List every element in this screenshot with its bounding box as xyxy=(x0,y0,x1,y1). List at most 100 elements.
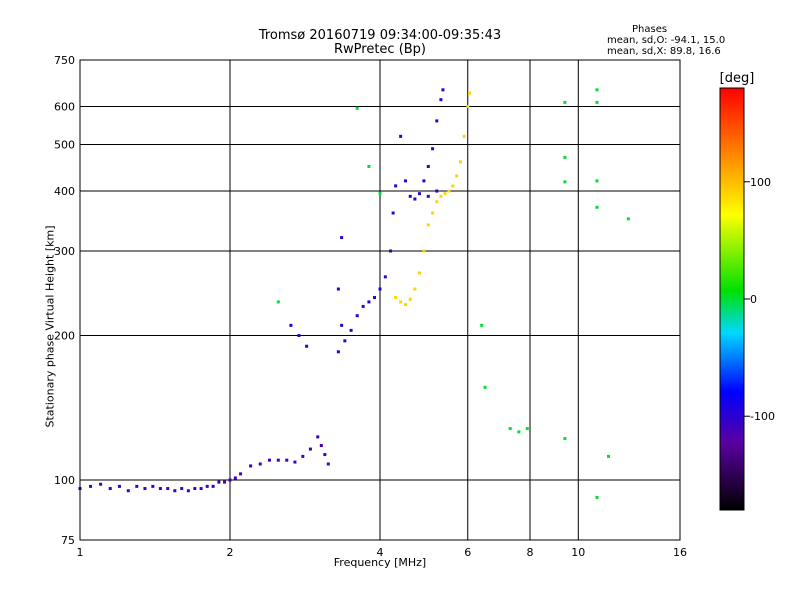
data-point xyxy=(417,271,421,275)
data-point xyxy=(439,98,443,102)
y-tick-label: 300 xyxy=(54,245,75,258)
data-point xyxy=(367,300,371,304)
data-point xyxy=(166,487,170,491)
x-axis-label: Frequency [MHz] xyxy=(333,556,427,569)
data-point xyxy=(258,462,262,466)
data-point xyxy=(483,385,487,389)
data-point xyxy=(399,300,403,304)
data-point xyxy=(217,480,221,484)
x-tick-label: 4 xyxy=(377,546,384,559)
data-point xyxy=(563,180,567,184)
data-point xyxy=(316,435,320,439)
data-point xyxy=(297,334,301,338)
plot-frame xyxy=(79,59,681,541)
data-point xyxy=(391,211,395,215)
colorbar xyxy=(720,88,744,510)
data-point xyxy=(361,304,365,308)
data-point xyxy=(323,453,327,457)
data-point xyxy=(441,88,445,92)
y-tick-label: 600 xyxy=(54,101,75,114)
y-tick-label: 400 xyxy=(54,185,75,198)
data-point xyxy=(468,91,472,95)
data-point xyxy=(443,192,447,196)
data-point xyxy=(408,297,412,301)
data-point xyxy=(276,458,280,462)
data-point xyxy=(355,314,359,318)
data-point xyxy=(451,184,455,188)
data-point xyxy=(355,106,359,110)
data-point xyxy=(143,487,147,491)
colorbar-tick-label: -100 xyxy=(750,410,775,423)
data-point xyxy=(158,487,162,491)
data-point xyxy=(563,437,567,441)
data-point xyxy=(422,179,426,183)
data-point xyxy=(326,462,330,466)
data-point xyxy=(389,249,393,253)
data-point xyxy=(455,174,459,178)
data-point xyxy=(435,119,439,123)
data-point xyxy=(308,447,312,451)
data-point xyxy=(626,217,630,221)
data-point xyxy=(462,134,466,138)
chart-subtitle: RwPretec (Bp) xyxy=(333,42,427,57)
data-point xyxy=(413,197,417,201)
data-point xyxy=(180,487,184,491)
data-point xyxy=(151,484,155,488)
x-tick-label: 10 xyxy=(571,546,585,559)
data-point xyxy=(173,489,177,493)
data-point xyxy=(466,105,470,109)
data-point xyxy=(431,147,435,151)
data-point xyxy=(595,88,599,92)
data-point xyxy=(249,464,253,468)
data-point xyxy=(458,160,462,164)
data-point xyxy=(135,484,139,488)
data-point xyxy=(480,323,484,327)
data-point xyxy=(447,189,451,193)
data-point xyxy=(373,296,377,300)
data-point xyxy=(403,179,407,183)
data-point xyxy=(228,478,232,482)
data-point xyxy=(435,189,439,193)
data-point xyxy=(126,489,130,493)
data-point xyxy=(394,184,398,188)
data-point xyxy=(426,223,430,227)
data-point xyxy=(426,194,430,198)
data-point xyxy=(99,482,103,486)
data-point xyxy=(343,339,347,343)
data-point xyxy=(186,489,190,493)
data-point xyxy=(378,287,382,291)
x-tick-label: 2 xyxy=(227,546,234,559)
phase-stats-x: mean, sd,X: 89.8, 16.6 xyxy=(607,46,721,57)
data-point xyxy=(340,323,344,327)
data-point xyxy=(431,211,435,215)
colorbar-tick-label: 100 xyxy=(750,176,771,189)
data-point xyxy=(417,192,421,196)
data-point xyxy=(508,427,512,431)
y-tick-label: 100 xyxy=(54,474,75,487)
y-tick-label: 75 xyxy=(61,534,75,547)
data-point xyxy=(285,458,289,462)
data-point xyxy=(305,344,309,348)
data-point xyxy=(439,194,443,198)
data-point xyxy=(193,487,197,491)
chart-title: Tromsø 20160719 09:34:00-09:35:43 xyxy=(258,28,502,43)
data-point xyxy=(336,350,340,354)
data-point xyxy=(267,458,271,462)
data-point xyxy=(319,444,323,448)
data-point xyxy=(378,192,382,196)
x-tick-label: 16 xyxy=(673,546,687,559)
data-point xyxy=(595,179,599,183)
data-point xyxy=(563,155,567,159)
data-point xyxy=(525,427,529,431)
data-point xyxy=(289,323,293,327)
data-point xyxy=(117,484,121,488)
data-point xyxy=(108,487,112,491)
data-point xyxy=(426,164,430,168)
data-point xyxy=(349,328,353,332)
data-point xyxy=(413,287,417,291)
data-point xyxy=(595,495,599,499)
data-point xyxy=(276,300,280,304)
colorbar-tick-label: 0 xyxy=(750,293,757,306)
data-point xyxy=(383,275,387,279)
